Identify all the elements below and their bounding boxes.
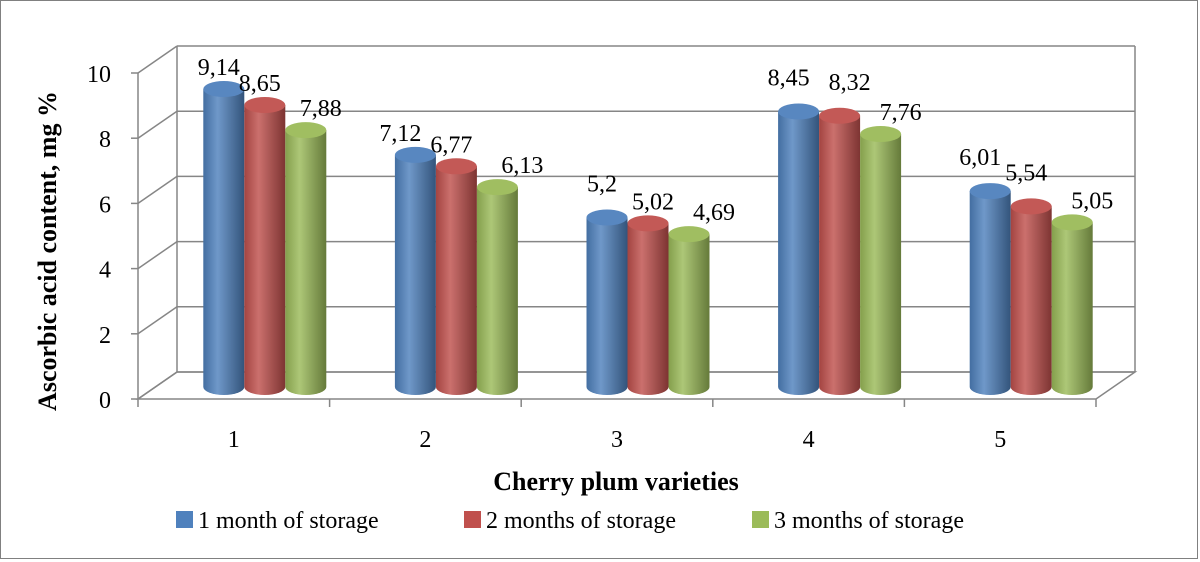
data-label: 8,65 — [239, 71, 281, 97]
bar — [860, 126, 902, 396]
gridline-side — [137, 175, 178, 205]
data-label: 7,12 — [379, 121, 421, 147]
bar-top — [1051, 214, 1093, 231]
bar-body — [435, 166, 477, 395]
bar-top — [435, 158, 477, 175]
gridline-side — [137, 240, 178, 270]
bar-body — [860, 134, 902, 396]
bar-top — [586, 209, 628, 226]
legend-label: 2 months of storage — [486, 508, 676, 534]
bar-top — [244, 97, 286, 114]
y-axis-title: Ascorbic acid content, mg % — [33, 91, 62, 411]
data-label: 5,05 — [1071, 188, 1113, 214]
data-label: 6,77 — [430, 132, 472, 158]
bar-body — [476, 187, 518, 395]
bar-body — [394, 154, 436, 395]
bar-top — [778, 103, 820, 120]
bar — [819, 107, 861, 395]
bar-body — [244, 105, 286, 395]
bar-body — [668, 234, 710, 395]
bar-body — [819, 115, 861, 395]
bar-body — [1010, 206, 1052, 395]
data-label: 4,69 — [693, 200, 735, 226]
data-label: 7,88 — [300, 96, 342, 122]
bar-top — [203, 81, 245, 98]
x-tick-label: 4 — [803, 427, 815, 453]
data-label: 9,14 — [198, 55, 240, 81]
floor — [135, 371, 1138, 400]
bar — [778, 103, 820, 395]
x-axis-title: Cherry plum varieties — [493, 467, 739, 496]
x-tick-label: 1 — [228, 427, 240, 453]
bar — [1010, 198, 1052, 395]
bar — [244, 97, 286, 395]
bar — [586, 209, 628, 395]
bar-top — [860, 126, 902, 143]
y-tick-label: 0 — [99, 388, 111, 414]
legend-label: 3 months of storage — [774, 508, 964, 534]
data-label: 5,02 — [632, 189, 674, 215]
bar-body — [627, 223, 669, 395]
gridline-side — [137, 110, 178, 139]
bar-top — [819, 107, 861, 124]
gridline-side — [137, 45, 178, 74]
y-tick-label: 10 — [87, 62, 111, 88]
y-tick-label: 4 — [99, 258, 111, 284]
legend-swatch — [464, 511, 481, 528]
bar-body — [285, 130, 327, 395]
bar-top — [969, 183, 1011, 200]
bar — [476, 179, 518, 395]
bar-body — [778, 111, 820, 395]
bar — [203, 81, 245, 395]
data-label: 6,13 — [501, 153, 543, 179]
bar — [435, 158, 477, 395]
bar — [1051, 214, 1093, 395]
bar-top — [285, 122, 327, 139]
legend-swatch — [176, 511, 193, 528]
x-tick-label: 5 — [994, 427, 1006, 453]
bar — [969, 183, 1011, 395]
bar-body — [203, 89, 245, 395]
data-label: 5,54 — [1005, 160, 1047, 186]
bar-top — [627, 215, 669, 232]
data-label: 8,32 — [829, 70, 871, 96]
y-tick-label: 8 — [99, 127, 111, 153]
y-tick-label: 6 — [99, 192, 111, 218]
data-label-layer: 9,14 7,12 5,2 8,45 6,01 8,65 6,77 5,02 8,32 5,54 7… — [198, 55, 1113, 226]
bar — [285, 122, 327, 395]
bar-body — [586, 217, 628, 395]
data-label: 5,2 — [587, 171, 617, 197]
bar-body — [969, 191, 1011, 395]
x-tick-label: 2 — [419, 427, 431, 453]
bar-top — [668, 226, 710, 243]
data-label: 8,45 — [768, 66, 810, 92]
y-tick-label: 2 — [99, 323, 111, 349]
x-tick-label: 3 — [611, 427, 623, 453]
data-label: 6,01 — [959, 145, 1001, 171]
legend-swatch — [752, 511, 769, 528]
bar — [627, 215, 669, 395]
bar — [668, 226, 710, 395]
legend-label: 1 month of storage — [198, 508, 379, 534]
bar-top — [394, 146, 436, 163]
bar-body — [1051, 222, 1093, 395]
bar-top — [476, 179, 518, 196]
bar — [394, 146, 436, 395]
bar-layer — [203, 81, 1093, 396]
bar-top — [1010, 198, 1052, 215]
gridline-side — [137, 306, 178, 335]
data-label: 7,76 — [880, 100, 922, 126]
legend: 1 month of storage 2 months of storage 3 m… — [176, 508, 964, 534]
